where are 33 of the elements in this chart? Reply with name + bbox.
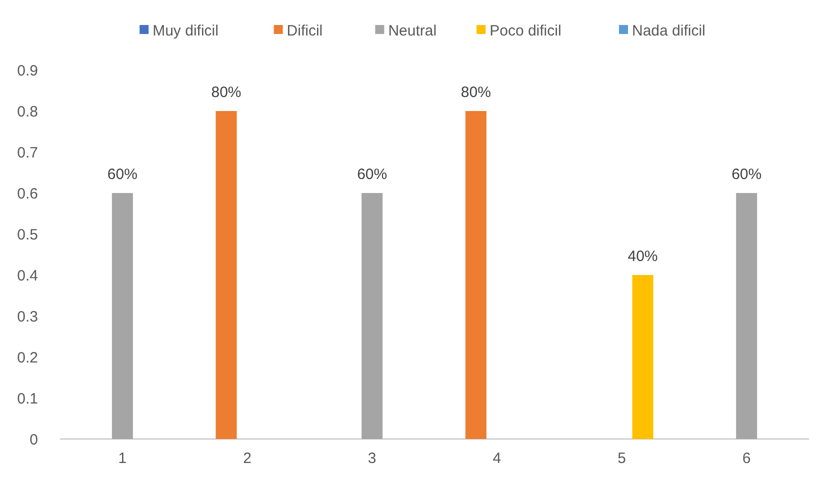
- legend-label: Poco dificil: [490, 22, 562, 40]
- y-tick-label: 0.6: [17, 185, 38, 202]
- legend-label: Nada dificil: [632, 22, 706, 40]
- y-tick-label: 0.9: [17, 62, 38, 80]
- legend-label: Dificil: [286, 22, 323, 40]
- x-tick-label: 3: [368, 450, 376, 467]
- y-tick-label: 0.1: [17, 390, 38, 408]
- x-tick-label: 5: [618, 450, 626, 467]
- legend-label: Neutral: [388, 22, 437, 40]
- x-tick-label: 4: [492, 450, 502, 467]
- y-tick-label: 0.5: [17, 226, 38, 244]
- y-tick-label: 0: [30, 431, 38, 448]
- data-label: 60%: [357, 166, 388, 183]
- x-tick-label: 6: [742, 450, 751, 467]
- bar: [736, 193, 758, 439]
- data-label: 60%: [732, 166, 762, 183]
- data-label: 60%: [107, 166, 138, 183]
- data-label: 80%: [211, 84, 242, 101]
- y-tick-label: 0.2: [17, 349, 38, 366]
- bar: [632, 275, 654, 439]
- data-label: 40%: [628, 248, 658, 265]
- bar: [112, 193, 133, 439]
- legend-label: Muy dificil: [152, 22, 218, 40]
- bar: [362, 193, 383, 439]
- y-tick-label: 0.3: [17, 308, 38, 326]
- data-label: 80%: [460, 84, 491, 101]
- bar: [465, 111, 486, 439]
- y-tick-label: 0.8: [17, 103, 38, 120]
- y-tick-label: 0.7: [17, 144, 38, 162]
- bar: [216, 111, 237, 439]
- x-tick-label: 2: [243, 450, 252, 467]
- x-tick-label: 1: [118, 450, 127, 467]
- y-tick-label: 0.4: [17, 267, 38, 284]
